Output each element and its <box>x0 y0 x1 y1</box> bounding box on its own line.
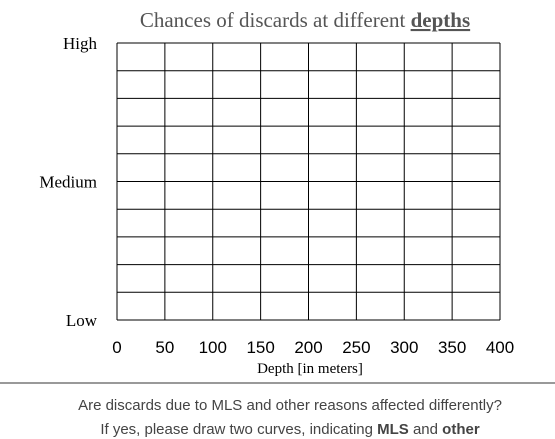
footer-text: If yes, please draw two curves, indicati… <box>100 421 377 438</box>
footer-emphasis: MLS <box>377 421 409 438</box>
x-tick-label: 50 <box>155 338 174 357</box>
x-tick-label: 0 <box>112 338 121 357</box>
title-text: Chances of discards at different <box>140 8 411 32</box>
plot-area: 0 50 100 150 200 250 300 350 400 Low Medium High <box>39 34 514 357</box>
title-emphasis: depths <box>411 8 471 32</box>
x-tick-label: 400 <box>486 338 514 357</box>
x-tick-label: 250 <box>342 338 370 357</box>
x-tick-label: 350 <box>438 338 466 357</box>
x-tick-label: 200 <box>294 338 322 357</box>
footer-text: and <box>409 421 442 438</box>
y-tick-label: High <box>63 34 98 53</box>
x-tick-label: 150 <box>246 338 274 357</box>
y-tick-label: Medium <box>39 173 97 192</box>
footer-question: Are discards due to MLS and other reason… <box>78 397 502 414</box>
y-tick-label: Low <box>66 311 98 330</box>
chart-title: Chances of discards at different depths <box>140 8 470 32</box>
x-tick-label: 100 <box>199 338 227 357</box>
x-axis-label: Depth [in meters] <box>257 361 363 377</box>
x-tick-label: 300 <box>390 338 418 357</box>
footer-emphasis: other <box>442 421 480 438</box>
footer-instruction: If yes, please draw two curves, indicati… <box>100 421 480 438</box>
